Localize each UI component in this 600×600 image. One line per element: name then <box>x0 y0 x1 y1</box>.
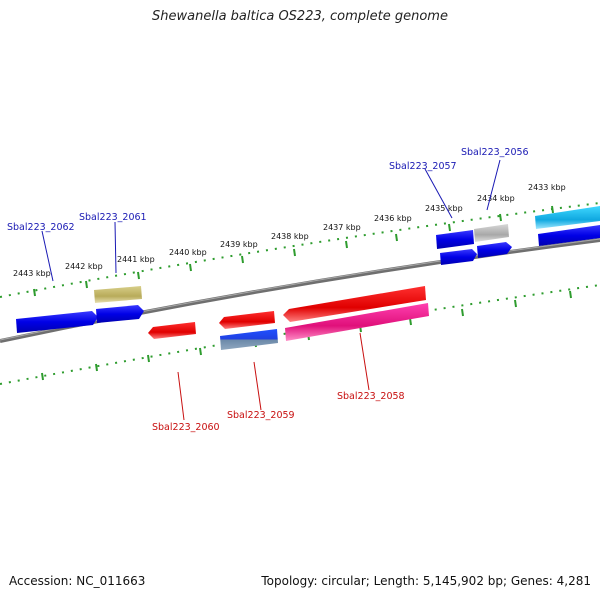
scale-label: 2439 kbp <box>220 240 258 249</box>
gene-feature[interactable] <box>94 286 142 303</box>
gene-feature[interactable] <box>535 206 600 229</box>
genome-summary-text: Topology: circular; Length: 5,145,902 bp… <box>261 574 591 588</box>
gene-feature[interactable] <box>283 286 426 322</box>
scale-labels: 2443 kbp 2442 kbp 2441 kbp 2440 kbp 2439… <box>13 183 566 278</box>
scale-label: 2442 kbp <box>65 262 103 271</box>
gene-feature[interactable] <box>285 303 429 341</box>
scale-label: 2440 kbp <box>169 248 207 257</box>
gene-feature[interactable] <box>219 311 275 329</box>
accession-text: Accession: NC_011663 <box>9 574 146 588</box>
gene-feature[interactable] <box>436 230 474 249</box>
gene-feature[interactable] <box>474 224 509 242</box>
gene-feature[interactable] <box>96 305 144 323</box>
gene-feature[interactable] <box>440 249 477 265</box>
gene-feature[interactable] <box>148 322 196 339</box>
scale-label: 2436 kbp <box>374 214 412 223</box>
map-title: Shewanella baltica OS223, complete genom… <box>152 9 448 24</box>
scale-label: 2434 kbp <box>477 194 515 203</box>
gene-feature[interactable] <box>16 311 98 333</box>
gene-label[interactable]: Sbal223_2062 <box>7 222 75 233</box>
scale-label: 2443 kbp <box>13 269 51 278</box>
gene-label[interactable]: Sbal223_2057 <box>389 161 457 172</box>
scale-label: 2438 kbp <box>271 232 309 241</box>
gene-label[interactable]: Sbal223_2060 <box>152 422 220 433</box>
gene-label[interactable]: Sbal223_2058 <box>337 391 405 402</box>
gene-label[interactable]: Sbal223_2061 <box>79 212 147 223</box>
label-leaders <box>41 159 501 421</box>
reverse-genes <box>148 286 429 350</box>
scale-label: 2437 kbp <box>323 223 361 232</box>
scale-label: 2433 kbp <box>528 183 566 192</box>
inner-tick-track <box>0 284 600 385</box>
scale-label: 2441 kbp <box>117 255 155 264</box>
gene-feature[interactable] <box>220 329 278 350</box>
gene-label[interactable]: Sbal223_2056 <box>461 147 529 158</box>
forward-genes <box>16 206 600 333</box>
gene-feature[interactable] <box>538 225 600 246</box>
scale-label: 2435 kbp <box>425 204 463 213</box>
inner-major-ticks <box>41 290 572 381</box>
outer-major-ticks <box>33 205 554 297</box>
gene-labels: Sbal223_2062 Sbal223_2061 Sbal223_2057 S… <box>7 147 529 433</box>
outer-tick-track <box>0 202 600 298</box>
gene-feature[interactable] <box>477 242 512 258</box>
gene-label[interactable]: Sbal223_2059 <box>227 410 295 421</box>
